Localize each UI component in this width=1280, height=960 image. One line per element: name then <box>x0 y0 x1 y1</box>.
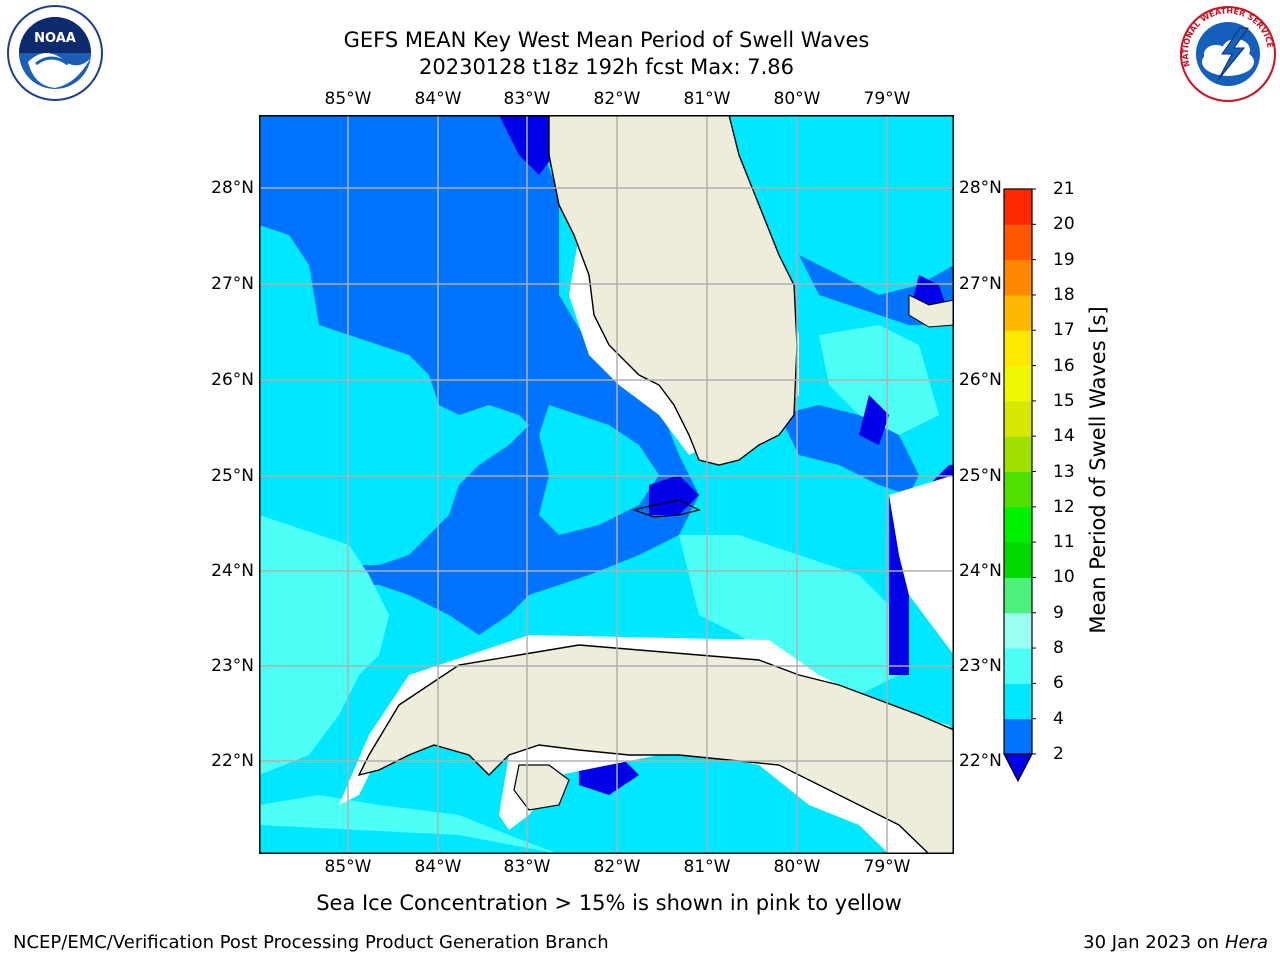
svg-text:NOAA: NOAA <box>34 31 76 46</box>
lat-tick-right: 26°N <box>959 370 1002 390</box>
colorbar-swatch <box>1004 542 1032 578</box>
colorbar-tick-label: 19 <box>1053 249 1075 270</box>
lon-tick-bottom: 82°W <box>593 857 641 877</box>
lon-tick-bottom: 81°W <box>683 857 731 877</box>
colorbar-swatches <box>1003 188 1036 783</box>
chart-subtitle: 20230128 t18z 192h fcst Max: 7.86 <box>419 55 794 79</box>
map-frame <box>259 115 954 854</box>
lat-tick-right: 27°N <box>959 274 1002 294</box>
colorbar-swatch <box>1004 294 1032 331</box>
colorbar-swatch <box>1004 436 1032 472</box>
lat-tick-left: 26°N <box>211 370 254 390</box>
footer-branch: NCEP/EMC/Verification Post Processing Pr… <box>13 932 609 953</box>
florida-land <box>548 114 798 466</box>
lat-tick-right: 22°N <box>959 751 1002 771</box>
sea-ice-note: Sea Ice Concentration > 15% is shown in … <box>316 891 902 915</box>
lon-tick-top: 80°W <box>773 89 821 109</box>
band-under-2s-keys <box>649 475 699 515</box>
national-weather-service-logo: NATIONAL WEATHER SERVICE <box>1178 4 1278 104</box>
colorbar-swatch <box>1004 648 1032 684</box>
colorbar-tick-label: 8 <box>1053 638 1064 659</box>
lon-tick-bottom: 79°W <box>863 857 911 877</box>
lat-tick-left: 27°N <box>211 274 254 294</box>
chart-title: GEFS MEAN Key West Mean Period of Swell … <box>343 28 870 52</box>
colorbar-label: Mean Period of Swell Waves [s] <box>1086 306 1110 634</box>
colorbar-swatch <box>1004 718 1032 755</box>
colorbar-swatch <box>1004 400 1032 437</box>
lon-tick-top: 79°W <box>863 89 911 109</box>
colorbar-swatch <box>1004 224 1032 261</box>
colorbar-tick-label: 17 <box>1053 320 1075 341</box>
lon-tick-bottom: 85°W <box>324 857 372 877</box>
lon-tick-top: 81°W <box>683 89 731 109</box>
footer-host: Hera <box>1224 932 1268 953</box>
colorbar-tick-label: 4 <box>1053 708 1064 729</box>
colorbar-tick-label: 18 <box>1053 284 1075 305</box>
lat-tick-left: 24°N <box>211 561 254 581</box>
band-4-6s-keys <box>539 405 659 535</box>
lat-tick-left: 25°N <box>211 466 254 486</box>
colorbar-tick-label: 11 <box>1053 532 1075 553</box>
lon-tick-bottom: 84°W <box>414 857 462 877</box>
colorbar-tick-label: 12 <box>1053 496 1075 517</box>
lon-tick-top: 84°W <box>414 89 462 109</box>
lat-tick-left: 22°N <box>211 751 254 771</box>
band-atlantic-north <box>749 115 954 295</box>
lon-tick-top: 85°W <box>324 89 372 109</box>
colorbar <box>1000 186 1036 784</box>
swell-period-map <box>259 114 955 855</box>
colorbar-swatch <box>1004 330 1032 367</box>
colorbar-tick-label: 9 <box>1053 602 1064 623</box>
lat-tick-right: 25°N <box>959 466 1002 486</box>
band-under-2s-b <box>859 395 889 445</box>
colorbar-swatch <box>1004 365 1032 402</box>
graticule <box>259 115 954 854</box>
colorbar-swatch <box>1004 471 1032 508</box>
colorbar-tick-label: 2 <box>1053 744 1064 764</box>
colorbar-tick-label: 13 <box>1053 461 1075 482</box>
cuba-land <box>357 644 955 855</box>
footer-date: 30 Jan 2023 on Hera <box>1083 932 1268 953</box>
map-panel[interactable] <box>259 114 955 855</box>
band-8-9s-west <box>259 515 389 775</box>
colorbar-swatch <box>1004 577 1032 614</box>
colorbar-tick-label: 14 <box>1053 426 1075 447</box>
colorbar-swatch <box>1004 506 1032 543</box>
florida-keys <box>631 499 701 518</box>
colorbar-swatch <box>1004 683 1032 720</box>
lat-tick-left: 23°N <box>211 656 254 676</box>
lon-tick-bottom: 80°W <box>773 857 821 877</box>
lat-tick-right: 23°N <box>959 656 1002 676</box>
noaa-logo: NOAA <box>6 4 104 102</box>
colorbar-tick-label: 15 <box>1053 390 1075 411</box>
lat-tick-right: 28°N <box>959 178 1002 198</box>
mask-bahamas <box>889 475 954 655</box>
lon-tick-top: 83°W <box>503 89 551 109</box>
colorbar-tick-label: 21 <box>1053 179 1075 199</box>
colorbar-tick-label: 10 <box>1053 567 1075 588</box>
lat-tick-left: 28°N <box>211 178 254 198</box>
colorbar-swatch <box>1004 612 1032 649</box>
band-8-9s-straits <box>679 535 899 695</box>
colorbar-swatch <box>1004 189 1032 225</box>
colorbar-tick-label: 6 <box>1053 673 1064 694</box>
colorbar-tick-label: 16 <box>1053 355 1075 376</box>
colorbar-under-triangle <box>1003 753 1033 783</box>
lon-tick-bottom: 83°W <box>503 857 551 877</box>
band-6-8s-bottom <box>259 825 559 854</box>
lon-tick-top: 82°W <box>593 89 641 109</box>
colorbar-swatch <box>1004 259 1032 296</box>
lat-tick-right: 24°N <box>959 561 1002 581</box>
colorbar-tick-label: 20 <box>1053 214 1075 235</box>
band-4-6s-west <box>259 225 529 565</box>
footer-date-text: 30 Jan 2023 on <box>1083 932 1225 953</box>
